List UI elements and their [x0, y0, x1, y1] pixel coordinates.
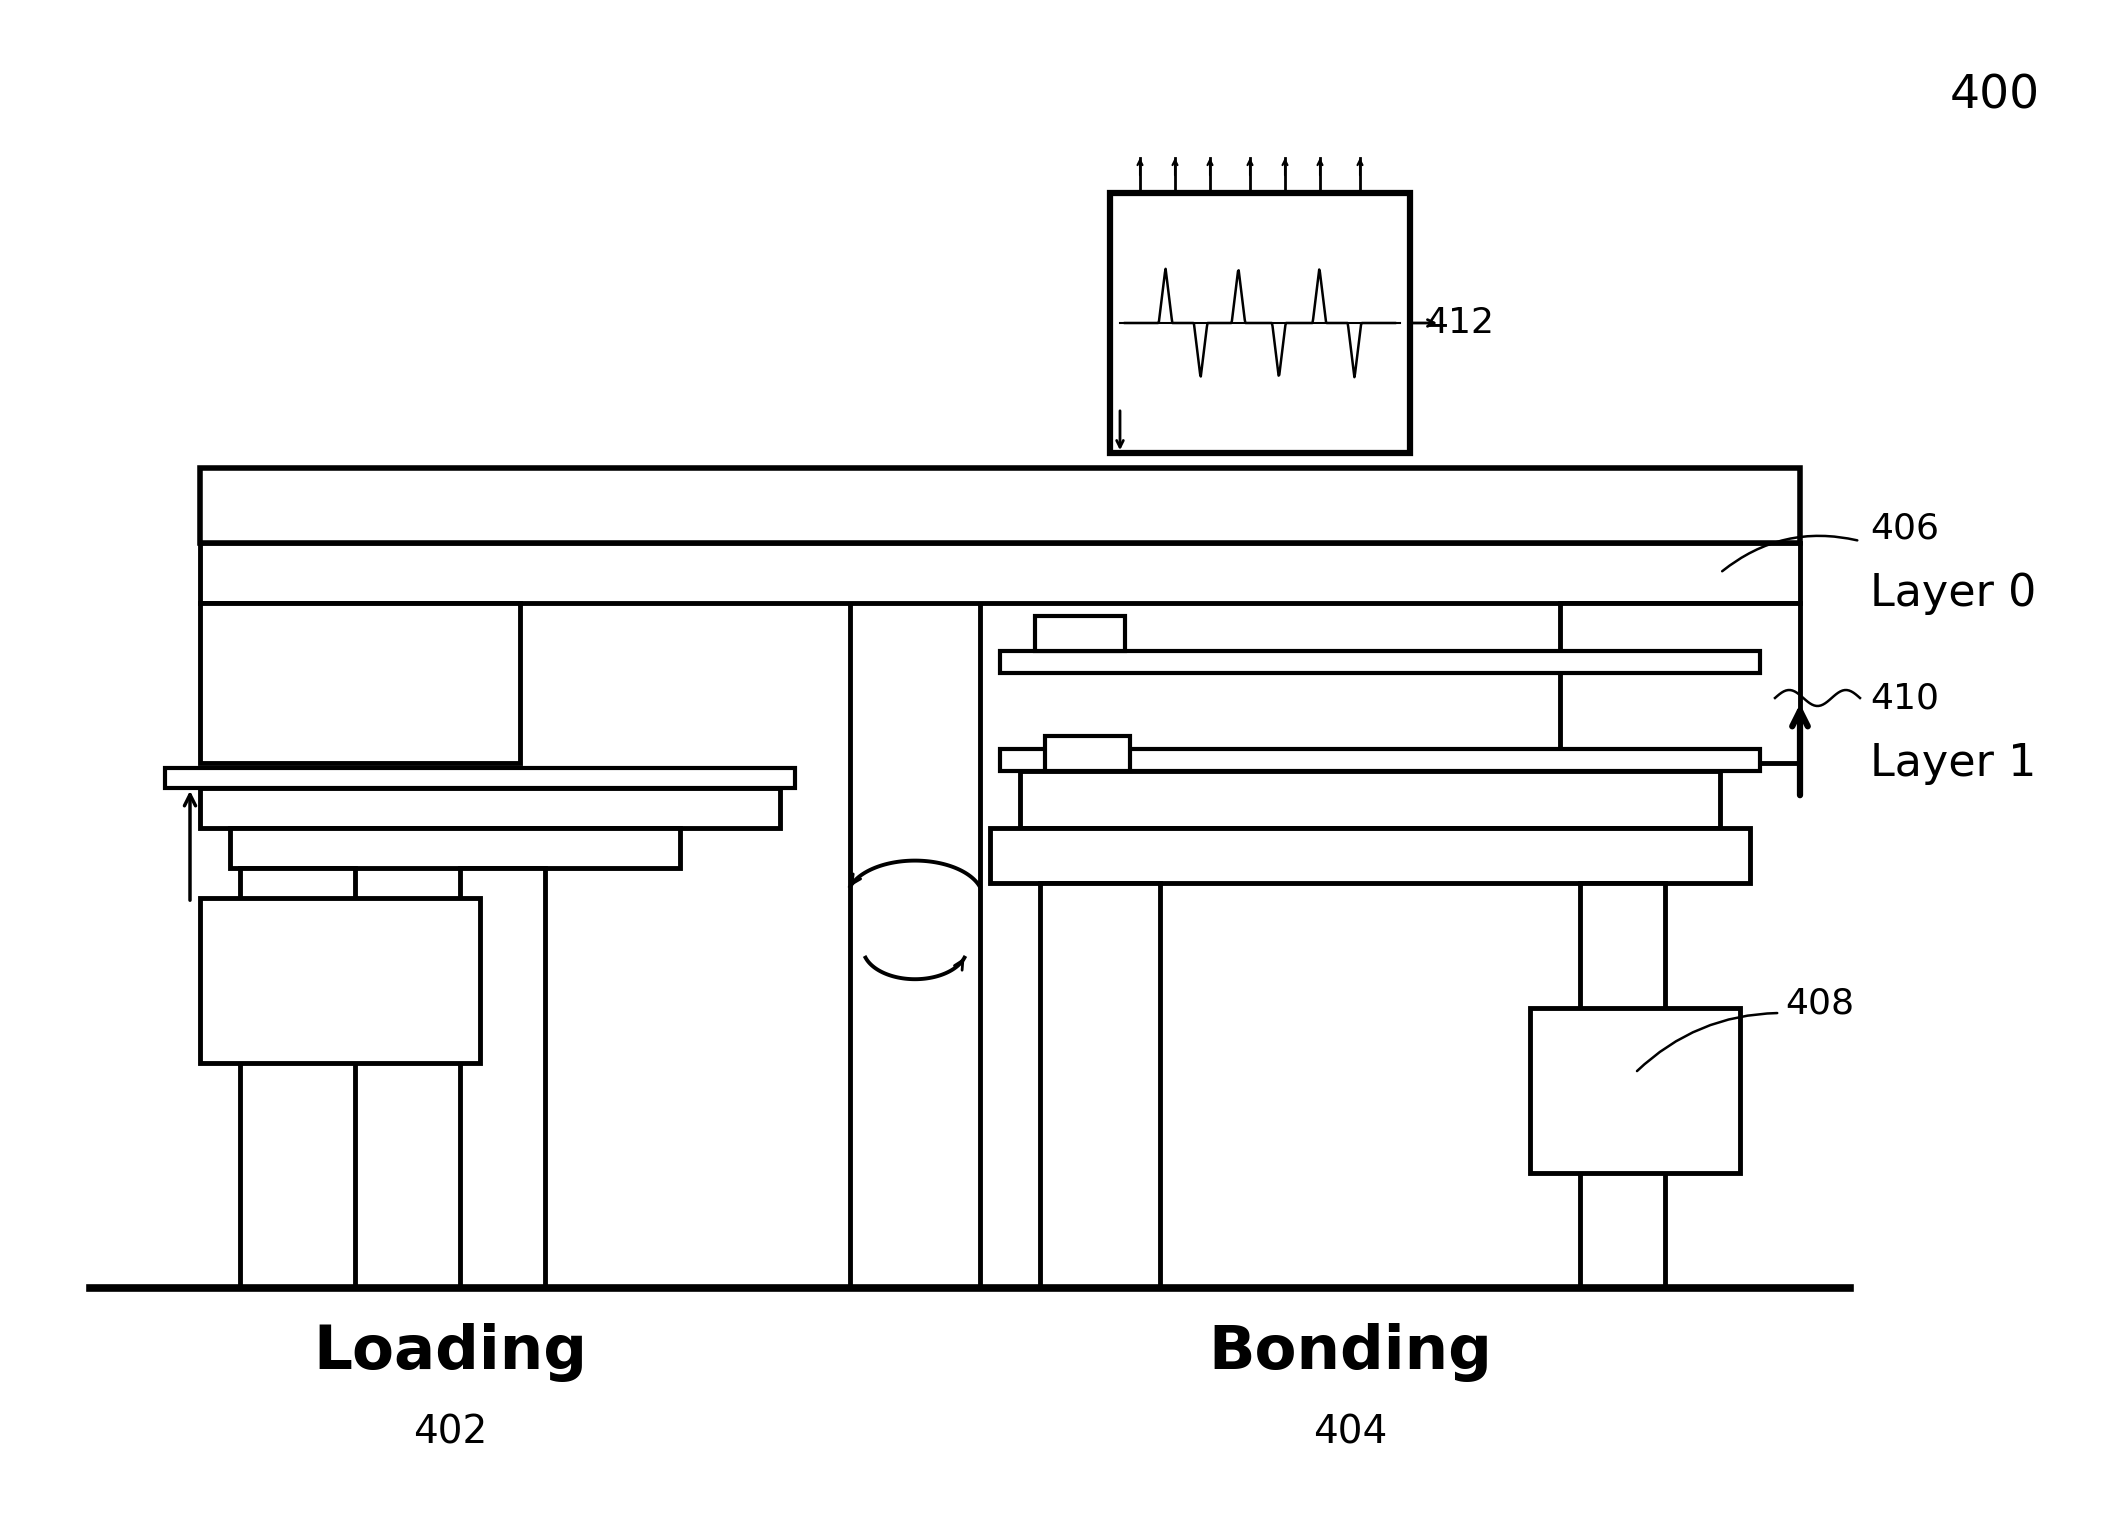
Bar — [459, 868, 546, 1288]
Text: Bonding: Bonding — [1208, 1323, 1492, 1381]
Bar — [165, 768, 796, 787]
Bar — [1559, 603, 1801, 763]
Bar — [851, 528, 980, 1288]
Bar — [201, 899, 480, 1063]
Text: Layer 1: Layer 1 — [1871, 742, 2036, 784]
Text: Layer 0: Layer 0 — [1871, 571, 2036, 614]
Bar — [1111, 193, 1409, 452]
Text: 412: 412 — [1424, 306, 1494, 340]
Bar — [231, 829, 679, 868]
Bar — [1530, 1008, 1739, 1173]
Text: 402: 402 — [413, 1413, 487, 1451]
Text: 408: 408 — [1786, 985, 1854, 1020]
Text: 410: 410 — [1871, 681, 1938, 714]
Bar — [1045, 736, 1130, 771]
Bar — [201, 544, 1801, 603]
Bar — [239, 868, 355, 1288]
Text: Loading: Loading — [313, 1323, 586, 1381]
Bar — [1039, 883, 1160, 1288]
Bar — [1581, 883, 1665, 1288]
Bar — [201, 468, 1801, 544]
Bar — [201, 603, 521, 763]
Text: 400: 400 — [1951, 73, 2040, 117]
Bar — [990, 829, 1750, 883]
Text: 406: 406 — [1871, 512, 1938, 545]
Bar — [1035, 615, 1126, 650]
Bar — [201, 787, 781, 829]
Text: 404: 404 — [1312, 1413, 1388, 1451]
Bar — [1001, 650, 1761, 673]
Bar — [1020, 771, 1720, 829]
Bar — [1001, 749, 1761, 771]
